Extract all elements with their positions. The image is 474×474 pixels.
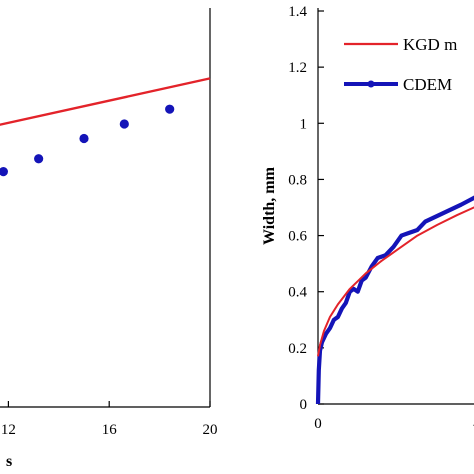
right-x-ticks: 04: [314, 398, 474, 432]
right-y-tick-label: 1: [300, 116, 308, 132]
right-y-tick-label: 0.2: [288, 341, 307, 357]
right-legend: KGD m CDEM: [344, 35, 457, 94]
right-x-tick-label: 0: [314, 416, 322, 432]
left-data-point: [165, 104, 175, 114]
legend-label: CDEM: [403, 75, 452, 94]
kgd-series-line: [317, 206, 474, 357]
left-x-ticks: 12 16 20: [1, 401, 218, 438]
right-y-tick-label: 0: [300, 397, 308, 413]
left-data-point: [119, 119, 129, 129]
right-y-tick-label: 0.4: [288, 285, 307, 301]
right-series-layer: [315, 195, 474, 405]
right-y-ticks: 0 0.2 0.4 0.6 0.8 1 1.2 1.4: [288, 4, 324, 413]
right-chart-panel: 0 0.2 0.4 0.6 0.8 1 1.2 1.4 04 Width, mm KGD m C…: [261, 4, 474, 432]
left-data-point: [34, 154, 44, 164]
right-y-axis-title: Width, mm: [261, 166, 278, 245]
left-x-tick-label: 20: [203, 422, 218, 438]
right-y-tick-label: 1.2: [288, 60, 307, 76]
left-chart-panel: 12 16 20 s: [0, 8, 218, 470]
left-x-tick-label: 16: [102, 422, 118, 438]
left-data-point: [79, 133, 89, 144]
right-y-tick-label: 0.8: [288, 172, 307, 188]
right-y-tick-label: 1.4: [288, 4, 307, 20]
right-y-tick-label: 0.6: [288, 229, 307, 245]
legend-swatch-marker: [367, 80, 375, 88]
left-x-tick-label: 12: [1, 422, 16, 438]
legend-label: KGD m: [403, 35, 457, 54]
left-fit-line: [0, 77, 211, 126]
left-x-axis-title: s: [6, 453, 12, 470]
left-series-layer: [0, 77, 211, 177]
left-data-point: [0, 166, 8, 177]
cdem-series-line: [315, 195, 474, 405]
